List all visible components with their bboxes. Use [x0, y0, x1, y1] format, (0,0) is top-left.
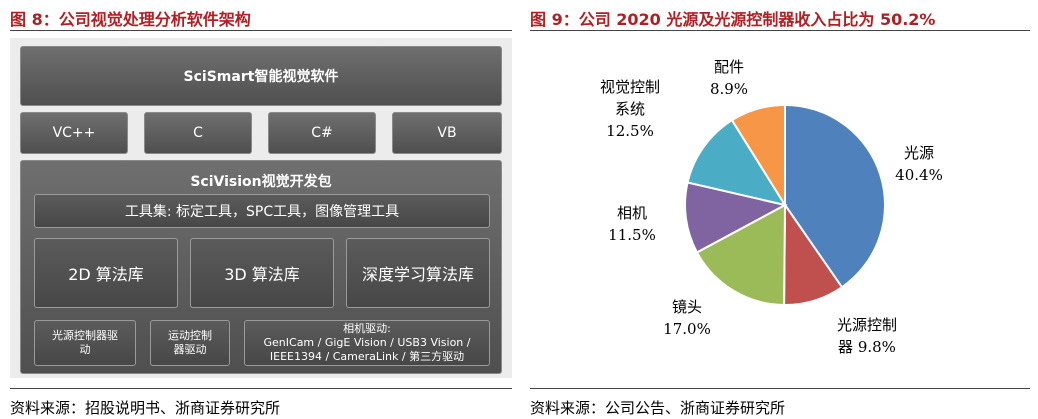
camera-driver-line-1: 相机驱动: — [343, 322, 391, 335]
right-source-note: 资料来源：公司公告、浙商证券研究所 — [530, 399, 786, 417]
left-title-rule — [10, 30, 512, 31]
algo-2d-block: 2D 算法库 — [34, 238, 178, 308]
scivision-sdk-title: SciVision视觉开发包 — [190, 174, 332, 190]
pie-label-4: 视觉控制系统 12.5% — [600, 78, 660, 140]
algo-deep-learning-block: 深度学习算法库 — [346, 238, 490, 308]
motion-driver-line-2: 器驱动 — [173, 343, 207, 356]
light-driver-line-1: 光源控制器驱 — [52, 329, 118, 342]
lang-vcpp-block: VC++ — [20, 112, 128, 154]
light-controller-driver-block: 光源控制器驱 动 — [34, 320, 136, 366]
pie-slice-4 — [686, 118, 788, 207]
pie-slice-2 — [695, 203, 787, 307]
left-source-note: 资料来源：招股说明书、浙商证券研究所 — [10, 399, 281, 417]
camera-driver-line-3: IEEE1394 / CameraLink / 第三方驱动 — [269, 350, 465, 363]
toolset-block: 工具集: 标定工具，SPC工具，图像管理工具 — [34, 194, 490, 228]
camera-driver-line-2: GenICam / GigE Vision / USB3 Vision / — [263, 336, 471, 349]
light-driver-line-2: 动 — [79, 343, 91, 356]
right-source-rule — [530, 388, 1030, 389]
pie-label-1: 光源控制器 9.8% — [837, 316, 897, 356]
right-figure-title: 图 9：公司 2020 光源及光源控制器收入占比为 50.2% — [530, 10, 936, 29]
pie-label-3: 相机 11.5% — [608, 204, 656, 244]
pie-label-2: 镜头 17.0% — [663, 298, 711, 338]
lang-vb-block: VB — [392, 112, 502, 154]
pie-slice-5 — [730, 103, 786, 209]
pie-label-0: 光源 40.4% — [895, 144, 943, 184]
scismart-block: SciSmart智能视觉软件 — [20, 46, 502, 106]
revenue-pie-chart: 光源 40.4% 光源控制器 9.8% 镜头 17.0% 相机 11.5% 视觉控制系统 12.… — [600, 58, 943, 356]
motion-controller-driver-block: 运动控制 器驱动 — [150, 320, 230, 366]
motion-driver-line-1: 运动控制 — [168, 329, 212, 342]
right-title-rule — [530, 30, 1030, 31]
left-figure-title: 图 8：公司视觉处理分析软件架构 — [10, 10, 251, 29]
camera-driver-block: 相机驱动: GenICam / GigE Vision / USB3 Visio… — [244, 320, 490, 366]
pie-slice-0 — [784, 103, 886, 289]
pie-label-5: 配件 8.9% — [710, 58, 748, 98]
software-architecture-diagram: SciSmart智能视觉软件 VC++ C C# VB SciVision视觉开… — [10, 38, 512, 378]
lang-csharp-block: C# — [268, 112, 376, 154]
left-source-rule — [10, 388, 512, 389]
lang-c-block: C — [144, 112, 252, 154]
algo-3d-block: 3D 算法库 — [190, 238, 334, 308]
